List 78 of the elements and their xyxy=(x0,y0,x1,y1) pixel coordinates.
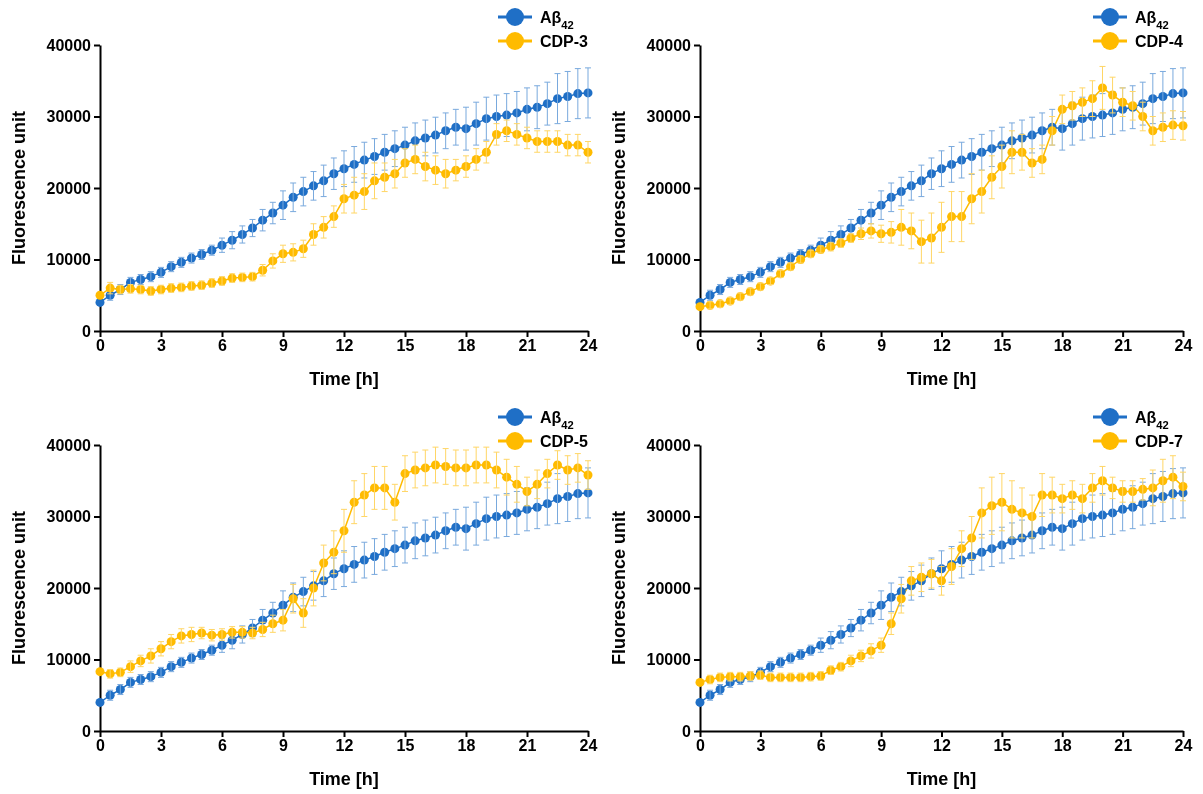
y-tick-label: 0 xyxy=(682,722,692,740)
y-tick-label: 40000 xyxy=(646,436,692,454)
x-tick-label: 6 xyxy=(218,737,228,755)
y-tick-label: 30000 xyxy=(46,108,92,126)
x-tick-label: 3 xyxy=(756,737,766,755)
x-tick-label: 6 xyxy=(218,337,228,355)
x-tick-label: 18 xyxy=(1053,737,1072,755)
legend-label: Aβ$_{42}$ xyxy=(540,409,574,431)
x-tick-label: 3 xyxy=(157,737,167,755)
point xyxy=(95,697,105,707)
x-tick-label: 12 xyxy=(933,737,951,755)
legend-label: Aβ$_{42}$ xyxy=(540,9,574,31)
y-axis-title: Fluorescence unit xyxy=(609,510,629,666)
point xyxy=(95,667,105,677)
y-axis-title: Fluorescence unit xyxy=(9,510,29,666)
x-tick-label: 9 xyxy=(877,337,887,355)
x-tick-label: 21 xyxy=(518,737,537,755)
y-tick-label: 10000 xyxy=(46,651,92,669)
x-tick-label: 3 xyxy=(756,337,766,355)
x-tick-label: 3 xyxy=(157,337,167,355)
y-tick-label: 30000 xyxy=(46,508,92,526)
point xyxy=(695,677,705,687)
x-tick-label: 9 xyxy=(877,737,887,755)
y-tick-label: 10000 xyxy=(646,251,692,269)
x-axis-title: Time [h] xyxy=(906,369,977,389)
point xyxy=(95,290,105,300)
point xyxy=(695,302,705,312)
x-tick-label: 24 xyxy=(579,737,598,755)
x-tick-label: 15 xyxy=(993,337,1012,355)
x-tick-label: 6 xyxy=(816,337,826,355)
x-tick-label: 0 xyxy=(696,737,706,755)
y-tick-label: 20000 xyxy=(646,179,692,197)
x-tick-label: 24 xyxy=(1174,337,1193,355)
y-tick-label: 10000 xyxy=(646,651,692,669)
legend-label: CDP-3 xyxy=(540,33,589,50)
x-tick-label: 9 xyxy=(279,337,289,355)
x-tick-label: 9 xyxy=(279,737,289,755)
legend-label: Aβ$_{42}$ xyxy=(1135,9,1169,31)
x-axis-title: Time [h] xyxy=(906,769,977,789)
x-tick-label: 24 xyxy=(1174,737,1193,755)
x-tick-label: 15 xyxy=(396,737,415,755)
y-tick-label: 10000 xyxy=(46,251,92,269)
x-tick-label: 6 xyxy=(816,737,826,755)
y-tick-label: 0 xyxy=(682,322,692,340)
x-tick-label: 18 xyxy=(457,737,476,755)
x-tick-label: 18 xyxy=(457,337,476,355)
x-tick-label: 15 xyxy=(993,737,1012,755)
x-tick-label: 21 xyxy=(518,337,537,355)
y-tick-label: 40000 xyxy=(46,436,92,454)
legend-label: CDP-4 xyxy=(1135,33,1184,50)
x-tick-label: 0 xyxy=(696,337,706,355)
y-tick-label: 20000 xyxy=(46,579,92,597)
y-tick-label: 0 xyxy=(82,722,92,740)
x-tick-label: 0 xyxy=(96,337,106,355)
legend-label: CDP-5 xyxy=(540,433,589,450)
x-tick-label: 12 xyxy=(933,337,951,355)
x-tick-label: 12 xyxy=(335,337,354,355)
y-tick-label: 30000 xyxy=(646,108,692,126)
y-tick-label: 40000 xyxy=(646,36,692,54)
y-tick-label: 40000 xyxy=(46,36,92,54)
x-tick-label: 21 xyxy=(1114,737,1133,755)
x-tick-label: 12 xyxy=(335,737,354,755)
y-tick-label: 0 xyxy=(82,322,92,340)
x-tick-label: 18 xyxy=(1053,337,1072,355)
x-tick-label: 21 xyxy=(1114,337,1133,355)
y-tick-label: 20000 xyxy=(646,579,692,597)
x-axis-title: Time [h] xyxy=(309,769,379,789)
y-axis-title: Fluorescence unit xyxy=(609,110,629,266)
x-tick-label: 15 xyxy=(396,337,415,355)
y-tick-label: 30000 xyxy=(646,508,692,526)
legend-label: Aβ$_{42}$ xyxy=(1135,409,1169,431)
point xyxy=(695,697,705,707)
legend-label: CDP-7 xyxy=(1135,433,1184,450)
y-axis-title: Fluorescence unit xyxy=(9,110,29,266)
x-axis-title: Time [h] xyxy=(309,369,379,389)
x-tick-label: 24 xyxy=(579,337,598,355)
y-tick-label: 20000 xyxy=(46,179,92,197)
x-tick-label: 0 xyxy=(96,737,106,755)
